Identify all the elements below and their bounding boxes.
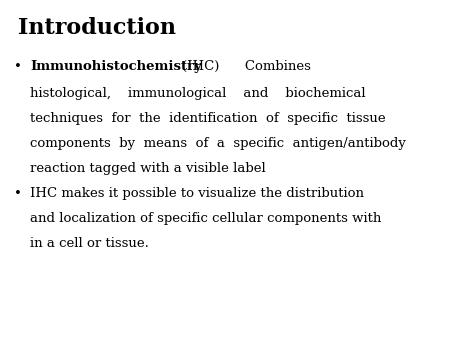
Text: and localization of specific cellular components with: and localization of specific cellular co… xyxy=(30,212,382,225)
Text: components  by  means  of  a  specific  antigen/antibody: components by means of a specific antige… xyxy=(30,137,406,150)
Text: •: • xyxy=(14,187,22,200)
Text: •: • xyxy=(14,60,22,73)
Text: Immunohistochemistry: Immunohistochemistry xyxy=(30,60,202,73)
Text: (IHC)      Combines: (IHC) Combines xyxy=(182,60,311,73)
Text: techniques  for  the  identification  of  specific  tissue: techniques for the identification of spe… xyxy=(30,112,386,125)
Text: reaction tagged with a visible label: reaction tagged with a visible label xyxy=(30,162,266,175)
Text: in a cell or tissue.: in a cell or tissue. xyxy=(30,237,149,250)
Text: histological,    immunological    and    biochemical: histological, immunological and biochemi… xyxy=(30,87,365,100)
Text: IHC makes it possible to visualize the distribution: IHC makes it possible to visualize the d… xyxy=(30,187,364,200)
Text: Introduction: Introduction xyxy=(18,17,176,39)
